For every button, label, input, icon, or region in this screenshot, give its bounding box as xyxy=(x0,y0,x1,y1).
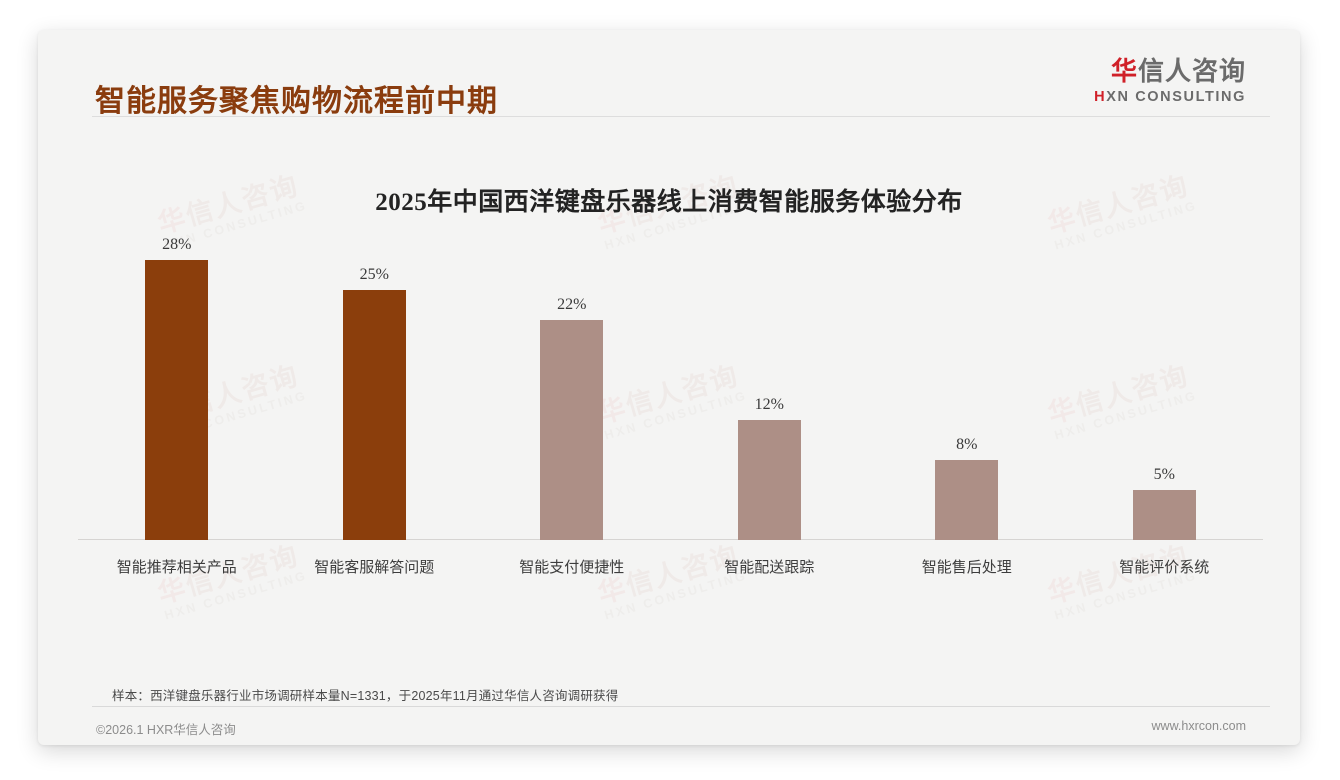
logo-chinese-red: 华 xyxy=(1110,56,1138,86)
copyright-text: ©2026.1 HXR华信人咨询 xyxy=(96,723,236,737)
bar-value-label: 12% xyxy=(754,396,784,413)
bar-category-label: 智能支付便捷性 xyxy=(519,559,625,576)
bar[interactable] xyxy=(540,320,604,540)
bar-category-label: 智能评价系统 xyxy=(1119,559,1210,576)
slide-header: 智能服务聚焦购物流程前中期 华信人咨询 HXN CONSULTING xyxy=(38,30,1300,118)
chart-title: 2025年中国西洋键盘乐器线上消费智能服务体验分布 xyxy=(375,189,963,216)
bar-chart: 28% 智能推荐相关产品 25% 智能客服解答问题 22% 智能支付便捷性 12… xyxy=(78,236,1264,630)
x-axis-line xyxy=(78,539,1263,540)
footer-divider xyxy=(92,706,1270,707)
bar[interactable] xyxy=(935,460,999,540)
sample-footnote: 样本：西洋键盘乐器行业市场调研样本量N=1331，于2025年11月通过华信人咨… xyxy=(112,689,619,703)
bar-slot: 25% 智能客服解答问题 xyxy=(276,240,474,576)
page-title: 智能服务聚焦购物流程前中期 xyxy=(95,85,498,118)
bar-category-label: 智能配送跟踪 xyxy=(724,559,815,576)
logo-english: HXN CONSULTING xyxy=(1094,90,1246,105)
bar-slot: 12% 智能配送跟踪 xyxy=(671,240,869,576)
bar-value-label: 5% xyxy=(1153,466,1175,483)
bar-value-label: 28% xyxy=(162,236,192,253)
bar-value-label: 8% xyxy=(956,436,978,453)
bar-slot: 28% 智能推荐相关产品 xyxy=(78,236,276,576)
bar-slot: 8% 智能售后处理 xyxy=(868,240,1066,576)
website-link[interactable]: www.hxrcon.com xyxy=(1151,719,1246,733)
bar[interactable] xyxy=(737,420,801,540)
bar-slot: 22% 智能支付便捷性 xyxy=(473,240,671,576)
bar-value-label: 22% xyxy=(557,296,587,313)
bar-group: 28% 智能推荐相关产品 25% 智能客服解答问题 22% 智能支付便捷性 12… xyxy=(78,236,1264,576)
bar-category-label: 智能客服解答问题 xyxy=(314,559,435,576)
bar[interactable] xyxy=(342,290,406,540)
logo-chinese: 华信人咨询 xyxy=(1094,58,1246,84)
slide-footer: ©2026.1 HXR华信人咨询 www.hxrcon.com xyxy=(38,710,1300,745)
brand-logo: 华信人咨询 HXN CONSULTING xyxy=(1094,58,1246,105)
bar-value-label: 25% xyxy=(359,266,389,283)
logo-english-red: H xyxy=(1094,89,1107,105)
header-divider xyxy=(92,116,1270,117)
bar[interactable] xyxy=(1132,490,1196,540)
logo-chinese-rest: 信人咨询 xyxy=(1137,56,1246,86)
bar[interactable] xyxy=(145,260,209,540)
slide-card: 华信人咨询 HXN CONSULTING 华信人咨询 HXN CONSULTIN… xyxy=(38,30,1300,745)
bar-slot: 5% 智能评价系统 xyxy=(1066,240,1264,576)
bar-category-label: 智能推荐相关产品 xyxy=(116,559,237,576)
bar-category-label: 智能售后处理 xyxy=(921,559,1012,576)
logo-english-rest: XN CONSULTING xyxy=(1106,89,1246,105)
